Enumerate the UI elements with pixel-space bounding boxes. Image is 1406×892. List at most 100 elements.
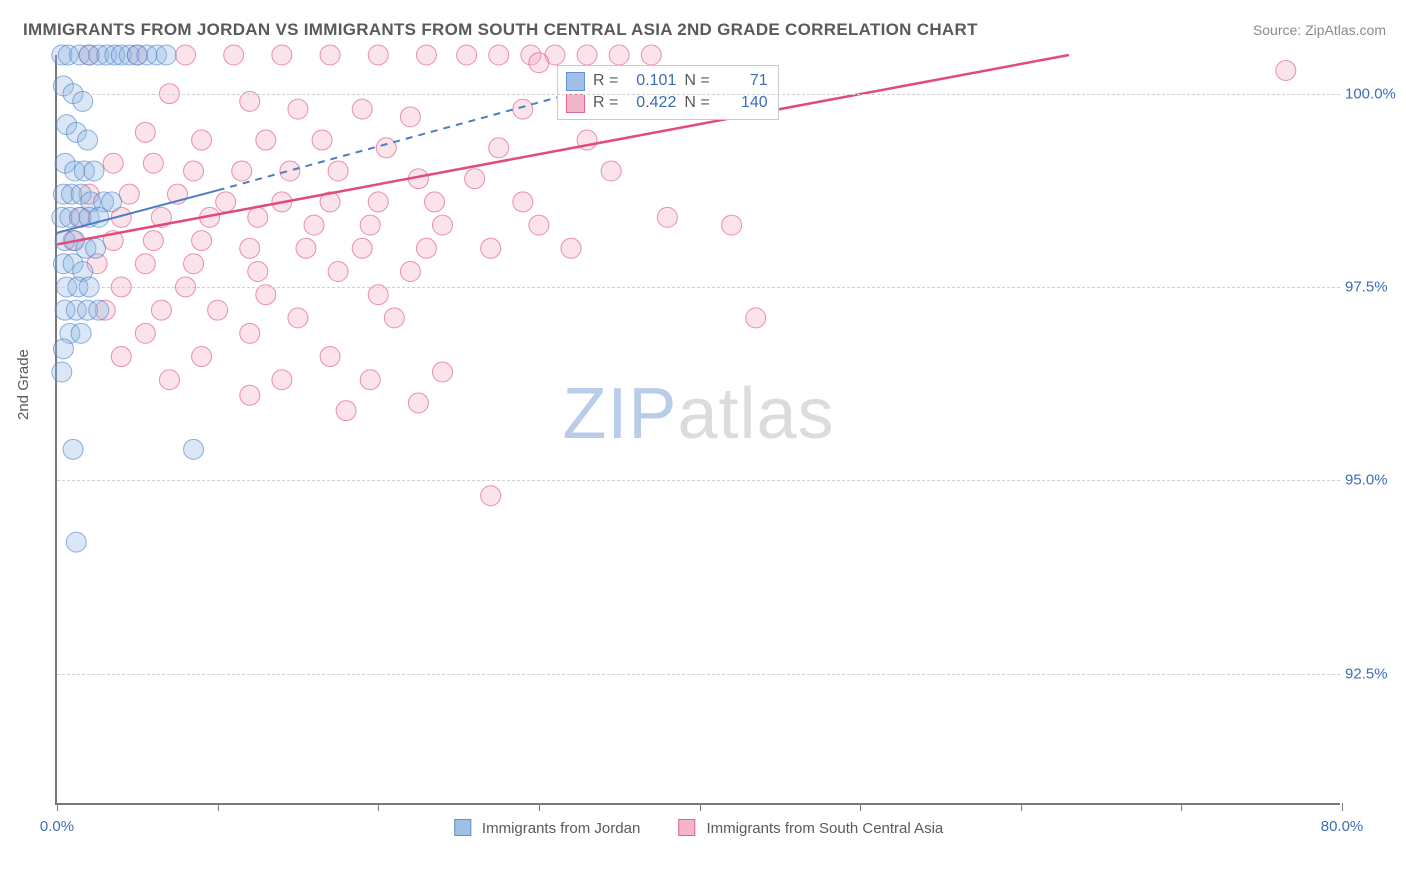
scatter-point-jordan bbox=[71, 323, 91, 343]
scatter-point-sca bbox=[328, 161, 348, 181]
x-tick bbox=[378, 803, 379, 811]
swatch-icon bbox=[454, 819, 471, 836]
scatter-point-sca bbox=[722, 215, 742, 235]
y-axis-label: 2nd Grade bbox=[15, 349, 32, 420]
scatter-point-sca bbox=[192, 130, 212, 150]
scatter-point-jordan bbox=[184, 439, 204, 459]
stat-r-value: 0.101 bbox=[626, 70, 676, 92]
scatter-point-sca bbox=[481, 486, 501, 506]
x-tick bbox=[218, 803, 219, 811]
swatch-icon bbox=[566, 72, 585, 91]
scatter-point-jordan bbox=[52, 362, 72, 382]
stat-n-value: 71 bbox=[718, 70, 768, 92]
scatter-point-sca bbox=[408, 393, 428, 413]
scatter-point-sca bbox=[280, 161, 300, 181]
gridline-h bbox=[57, 480, 1340, 481]
chart-title: IMMIGRANTS FROM JORDAN VS IMMIGRANTS FRO… bbox=[23, 20, 978, 40]
scatter-point-jordan bbox=[78, 130, 98, 150]
x-tick bbox=[1342, 803, 1343, 811]
scatter-point-sca bbox=[135, 122, 155, 142]
x-tick bbox=[700, 803, 701, 811]
scatter-point-sca bbox=[360, 215, 380, 235]
x-tick bbox=[1181, 803, 1182, 811]
scatter-point-jordan bbox=[53, 339, 73, 359]
scatter-point-sca bbox=[184, 254, 204, 274]
y-tick-label: 100.0% bbox=[1345, 85, 1400, 102]
scatter-svg bbox=[57, 55, 1340, 803]
scatter-point-sca bbox=[746, 308, 766, 328]
stat-r-value: 0.422 bbox=[626, 92, 676, 114]
scatter-point-sca bbox=[360, 370, 380, 390]
scatter-point-sca bbox=[176, 45, 196, 65]
gridline-h bbox=[57, 94, 1340, 95]
scatter-point-sca bbox=[135, 254, 155, 274]
scatter-point-sca bbox=[216, 192, 236, 212]
scatter-point-sca bbox=[416, 45, 436, 65]
scatter-point-sca bbox=[657, 207, 677, 227]
scatter-point-sca bbox=[513, 99, 533, 119]
scatter-point-sca bbox=[368, 192, 388, 212]
scatter-point-sca bbox=[119, 184, 139, 204]
scatter-point-sca bbox=[240, 238, 260, 258]
swatch-icon bbox=[678, 819, 695, 836]
scatter-point-sca bbox=[208, 300, 228, 320]
scatter-point-sca bbox=[328, 261, 348, 281]
scatter-point-sca bbox=[457, 45, 477, 65]
scatter-point-sca bbox=[433, 215, 453, 235]
scatter-point-sca bbox=[248, 207, 268, 227]
scatter-point-sca bbox=[272, 370, 292, 390]
scatter-point-sca bbox=[288, 308, 308, 328]
stat-label: R = bbox=[593, 70, 618, 92]
legend-bottom: Immigrants from Jordan Immigrants from S… bbox=[454, 819, 944, 837]
legend-label: Immigrants from South Central Asia bbox=[706, 820, 943, 837]
scatter-point-sca bbox=[192, 347, 212, 367]
scatter-point-sca bbox=[256, 130, 276, 150]
x-tick bbox=[1021, 803, 1022, 811]
scatter-point-sca bbox=[143, 231, 163, 251]
scatter-point-sca bbox=[529, 215, 549, 235]
scatter-point-sca bbox=[288, 99, 308, 119]
scatter-point-jordan bbox=[66, 532, 86, 552]
scatter-point-sca bbox=[641, 45, 661, 65]
stat-n-value: 140 bbox=[718, 92, 768, 114]
scatter-point-sca bbox=[416, 238, 436, 258]
scatter-point-sca bbox=[184, 161, 204, 181]
legend-item-jordan: Immigrants from Jordan bbox=[454, 819, 641, 837]
scatter-point-sca bbox=[320, 45, 340, 65]
scatter-point-sca bbox=[384, 308, 404, 328]
scatter-point-jordan bbox=[63, 439, 83, 459]
scatter-point-sca bbox=[489, 138, 509, 158]
scatter-point-sca bbox=[489, 45, 509, 65]
scatter-point-jordan bbox=[84, 161, 104, 181]
scatter-point-sca bbox=[151, 300, 171, 320]
scatter-point-sca bbox=[400, 107, 420, 127]
scatter-point-sca bbox=[103, 153, 123, 173]
scatter-point-sca bbox=[159, 370, 179, 390]
source-attribution: Source: ZipAtlas.com bbox=[1253, 22, 1386, 38]
gridline-h bbox=[57, 674, 1340, 675]
scatter-point-sca bbox=[296, 238, 316, 258]
scatter-point-sca bbox=[143, 153, 163, 173]
legend-label: Immigrants from Jordan bbox=[482, 820, 640, 837]
scatter-point-sca bbox=[609, 45, 629, 65]
gridline-h bbox=[57, 287, 1340, 288]
stat-label: R = bbox=[593, 92, 618, 114]
scatter-point-sca bbox=[1276, 60, 1296, 80]
scatter-point-sca bbox=[529, 53, 549, 73]
scatter-point-sca bbox=[232, 161, 252, 181]
stat-label: N = bbox=[684, 92, 709, 114]
x-tick bbox=[57, 803, 58, 811]
scatter-point-sca bbox=[513, 192, 533, 212]
scatter-point-sca bbox=[272, 45, 292, 65]
y-tick-label: 97.5% bbox=[1345, 278, 1400, 295]
scatter-point-sca bbox=[433, 362, 453, 382]
scatter-point-sca bbox=[135, 323, 155, 343]
scatter-point-sca bbox=[240, 323, 260, 343]
scatter-point-sca bbox=[320, 347, 340, 367]
x-tick bbox=[860, 803, 861, 811]
scatter-point-sca bbox=[352, 238, 372, 258]
x-tick-label: 0.0% bbox=[40, 818, 74, 835]
scatter-point-jordan bbox=[86, 238, 106, 258]
scatter-point-sca bbox=[577, 45, 597, 65]
scatter-point-sca bbox=[376, 138, 396, 158]
